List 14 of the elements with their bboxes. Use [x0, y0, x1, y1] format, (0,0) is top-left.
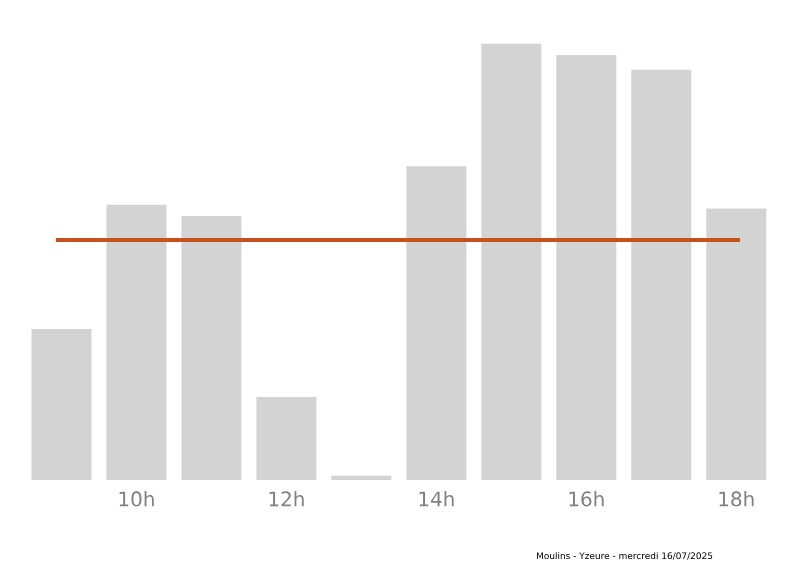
- bar: [181, 216, 242, 480]
- x-tick-label: 12h: [269, 491, 304, 507]
- bar: [106, 204, 167, 480]
- x-tick-label: 14h: [419, 491, 454, 507]
- bar: [406, 166, 467, 480]
- x-tick-label: 18h: [719, 491, 754, 507]
- bar: [256, 397, 317, 480]
- x-tick-label: 16h: [569, 491, 604, 507]
- bar: [481, 43, 542, 480]
- bar: [31, 329, 92, 480]
- bar: [631, 69, 692, 480]
- bar: [556, 54, 617, 480]
- x-tick-label: 10h: [119, 491, 154, 507]
- bar: [706, 208, 767, 480]
